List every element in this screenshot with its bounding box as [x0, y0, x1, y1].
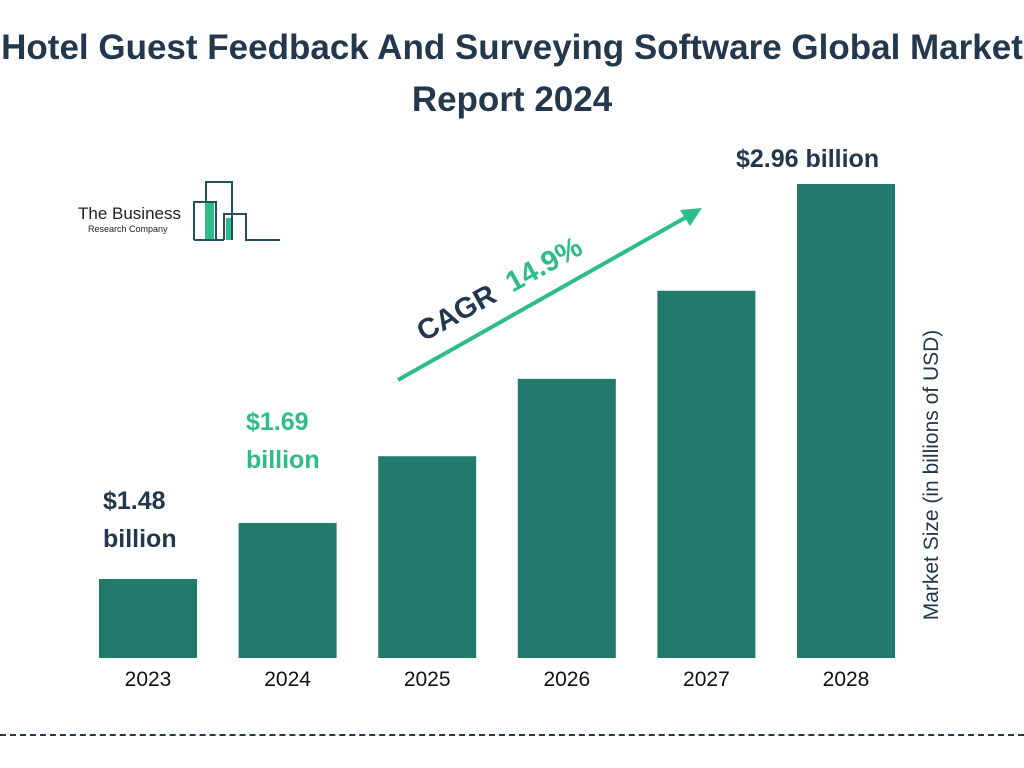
bar-2027	[657, 290, 756, 658]
logo-buildings-icon	[193, 181, 280, 241]
cagr-arrow-head-icon	[680, 208, 702, 226]
x-tick-2026: 2026	[543, 668, 591, 691]
x-tick-2028: 2028	[822, 668, 870, 691]
bar-2025	[378, 456, 477, 658]
y-axis-label: Market Size (in billions of USD)	[920, 329, 943, 621]
divider-line	[0, 734, 1024, 736]
bar-2024	[238, 522, 337, 658]
data-label-2028: $2.96 billion	[736, 145, 880, 173]
x-tick-2025: 2025	[403, 668, 451, 691]
data-label-2024: $1.69 billion	[246, 408, 320, 474]
logo-text-line1: The Business	[78, 204, 181, 223]
logo-text-line2: Research Company	[88, 224, 168, 234]
bar-2028	[797, 184, 895, 658]
x-tick-2027: 2027	[683, 668, 730, 691]
x-tick-2023: 2023	[124, 668, 172, 691]
data-label-2023: $1.48 billion	[103, 487, 177, 553]
cagr-arrow-line	[397, 213, 691, 382]
x-tick-2024: 2024	[264, 668, 311, 691]
bar-2026	[517, 378, 616, 658]
bar-2023	[99, 579, 197, 658]
chart-title: Hotel Guest Feedback And Surveying Softw…	[1, 28, 1023, 119]
